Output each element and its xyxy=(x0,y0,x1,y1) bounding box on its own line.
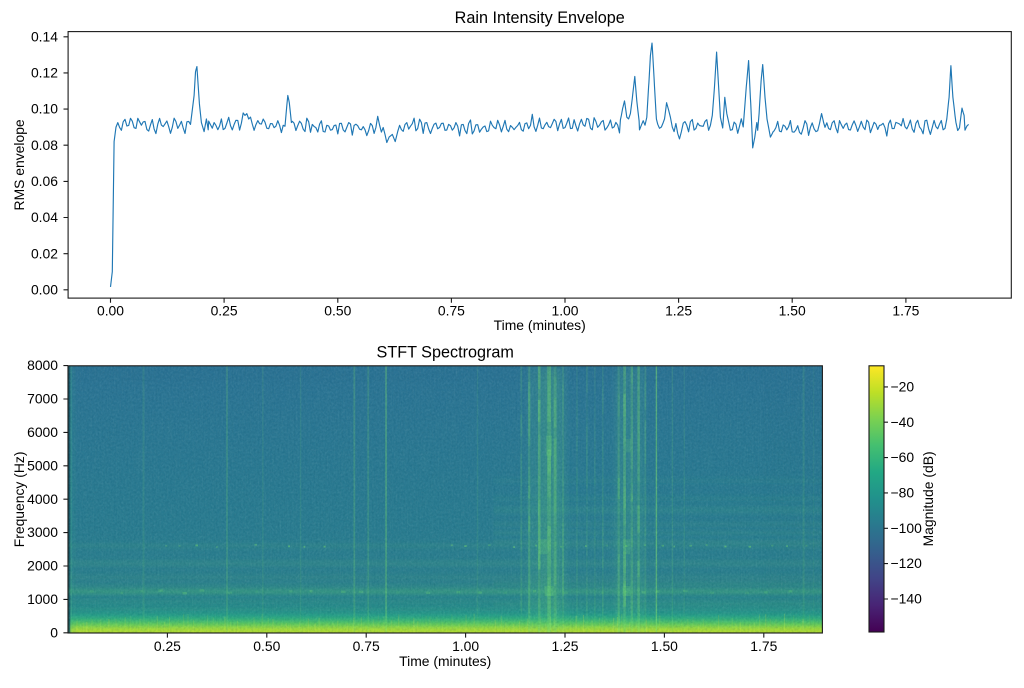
svg-text:1.25: 1.25 xyxy=(665,303,692,319)
svg-text:Magnitude (dB): Magnitude (dB) xyxy=(920,451,936,546)
svg-text:1.75: 1.75 xyxy=(892,303,919,319)
svg-text:0.25: 0.25 xyxy=(211,303,238,319)
svg-text:4000: 4000 xyxy=(27,491,58,507)
svg-text:0.08: 0.08 xyxy=(31,137,58,153)
svg-text:0.75: 0.75 xyxy=(438,303,465,319)
svg-text:7000: 7000 xyxy=(27,391,58,407)
svg-text:1.25: 1.25 xyxy=(551,638,578,654)
svg-text:0.50: 0.50 xyxy=(253,638,280,654)
svg-text:0.00: 0.00 xyxy=(31,281,58,297)
svg-text:1.00: 1.00 xyxy=(452,638,479,654)
svg-text:0.10: 0.10 xyxy=(31,101,58,117)
svg-text:−20: −20 xyxy=(891,378,915,394)
svg-text:−140: −140 xyxy=(891,591,923,607)
svg-text:0.75: 0.75 xyxy=(353,638,380,654)
svg-text:STFT Spectrogram: STFT Spectrogram xyxy=(377,343,514,361)
svg-text:1.00: 1.00 xyxy=(551,303,578,319)
svg-text:0: 0 xyxy=(50,624,58,640)
svg-text:0.04: 0.04 xyxy=(31,209,58,225)
svg-text:0.02: 0.02 xyxy=(31,245,58,261)
svg-text:6000: 6000 xyxy=(27,424,58,440)
svg-text:3000: 3000 xyxy=(27,524,58,540)
svg-text:Rain Intensity Envelope: Rain Intensity Envelope xyxy=(455,9,625,27)
svg-text:8000: 8000 xyxy=(27,357,58,373)
svg-text:Frequency (Hz): Frequency (Hz) xyxy=(11,452,27,548)
svg-text:1.50: 1.50 xyxy=(779,303,806,319)
svg-text:RMS envelope: RMS envelope xyxy=(11,119,27,210)
svg-text:−60: −60 xyxy=(891,449,915,465)
svg-text:2000: 2000 xyxy=(27,558,58,574)
svg-text:0.12: 0.12 xyxy=(31,64,58,80)
svg-text:0.14: 0.14 xyxy=(31,28,58,44)
svg-text:1000: 1000 xyxy=(27,591,58,607)
svg-text:5000: 5000 xyxy=(27,457,58,473)
svg-text:0.06: 0.06 xyxy=(31,173,58,189)
svg-text:1.75: 1.75 xyxy=(750,638,777,654)
svg-text:Time (minutes): Time (minutes) xyxy=(494,317,586,333)
svg-text:0.50: 0.50 xyxy=(324,303,351,319)
svg-text:−120: −120 xyxy=(891,555,923,571)
svg-text:−80: −80 xyxy=(891,484,915,500)
svg-text:Time (minutes): Time (minutes) xyxy=(399,653,491,669)
svg-text:0.25: 0.25 xyxy=(154,638,181,654)
svg-text:1.50: 1.50 xyxy=(651,638,678,654)
svg-text:−100: −100 xyxy=(891,520,923,536)
svg-text:0.00: 0.00 xyxy=(97,303,124,319)
svg-text:−40: −40 xyxy=(891,414,915,430)
